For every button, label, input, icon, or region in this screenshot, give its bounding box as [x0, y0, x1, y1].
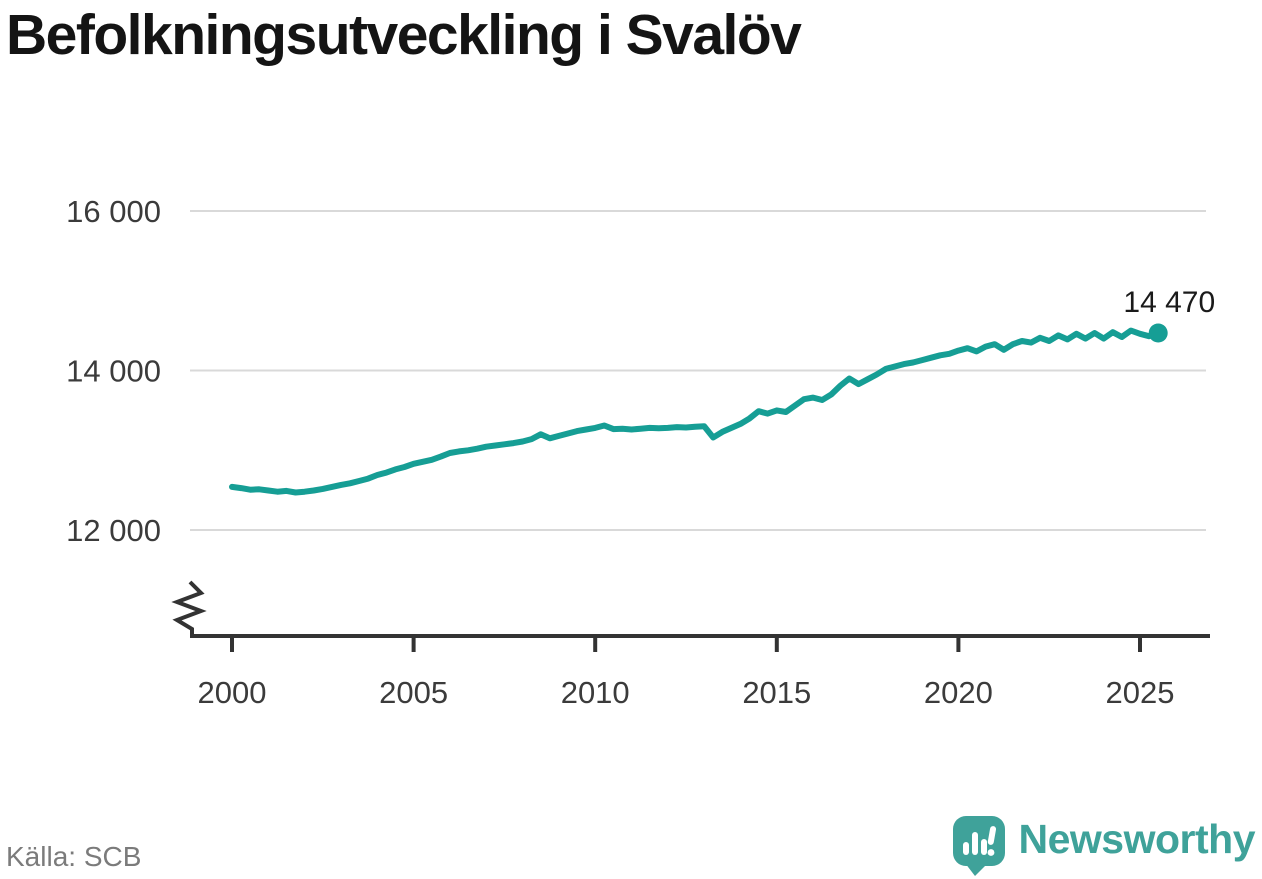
source-label: Källa: SCB — [6, 841, 142, 872]
logo-bar-small — [962, 842, 969, 855]
page-title: Befolkningsutveckling i Svalöv — [6, 3, 802, 67]
y-tick-label: 16 000 — [66, 194, 161, 229]
logo-exclamation-dot — [987, 849, 994, 856]
x-tick-label: 2000 — [198, 675, 267, 710]
newsworthy-logo: Newsworthy — [952, 815, 1256, 877]
logo-exclamation-bar — [987, 826, 996, 845]
x-tick-label: 2025 — [1106, 675, 1175, 710]
x-tick-label: 2020 — [924, 675, 993, 710]
logo-bar-medium — [980, 839, 987, 855]
population-line — [229, 327, 1162, 496]
x-tick-label: 2005 — [379, 675, 448, 710]
axis-break-icon — [171, 580, 207, 638]
y-tick-label: 12 000 — [66, 513, 161, 548]
newsworthy-logo-text: Newsworthy — [1018, 815, 1256, 862]
newsworthy-logo-icon — [952, 816, 1005, 876]
x-tick-label: 2010 — [561, 675, 630, 710]
x-tick-label: 2015 — [742, 675, 811, 710]
end-point-label: 14 470 — [1123, 286, 1215, 319]
logo-bar-tall — [971, 832, 978, 855]
y-tick-label: 14 000 — [66, 354, 161, 389]
end-point-marker — [1148, 323, 1168, 343]
